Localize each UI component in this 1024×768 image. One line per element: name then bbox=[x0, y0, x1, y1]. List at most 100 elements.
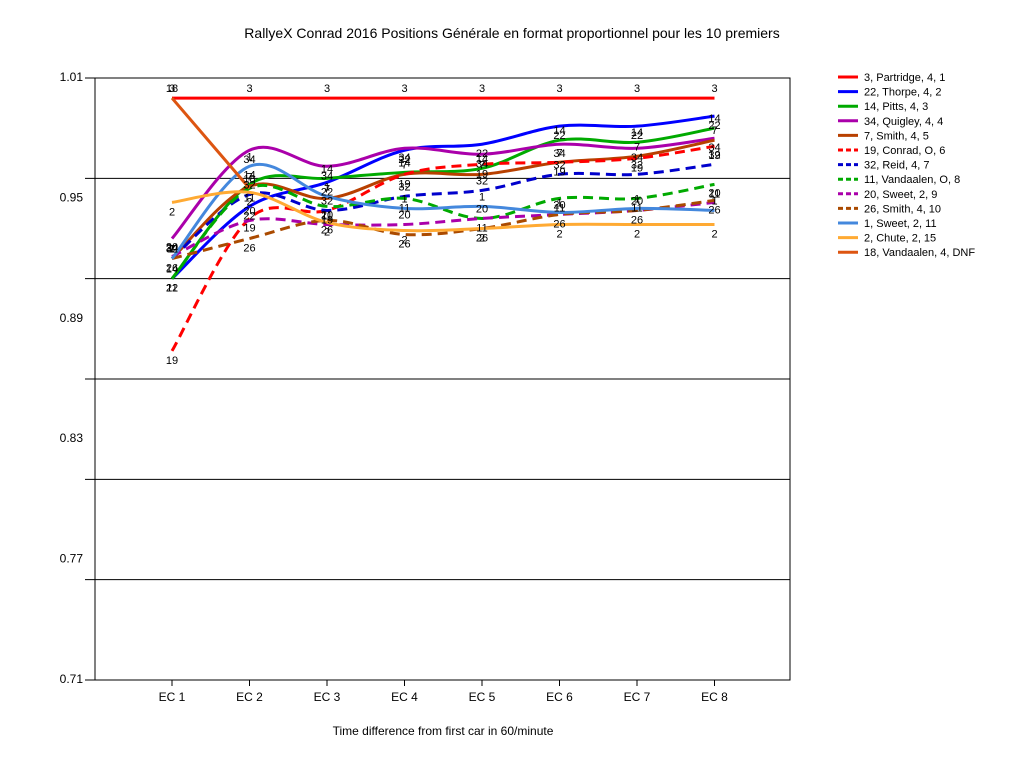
chart-title: RallyeX Conrad 2016 Positions Générale e… bbox=[244, 25, 779, 41]
series-lines bbox=[170, 96, 715, 352]
point-label: 20 bbox=[321, 209, 333, 221]
point-label: 7 bbox=[479, 159, 485, 171]
point-label: 22 bbox=[243, 210, 255, 222]
point-label: 20 bbox=[553, 199, 565, 211]
legend-entry: 20, Sweet, 2, 9 bbox=[864, 189, 937, 201]
point-label: 1 bbox=[246, 151, 252, 163]
point-label: 2 bbox=[401, 235, 407, 247]
point-label: 1 bbox=[324, 181, 330, 193]
x-tick-label: EC 3 bbox=[314, 690, 341, 704]
point-label: 32 bbox=[476, 175, 488, 187]
point-label: 34 bbox=[398, 152, 410, 164]
point-label: 7 bbox=[401, 159, 407, 171]
point-label: 22 bbox=[553, 130, 565, 142]
x-axis-ticks: EC 1 EC 2 EC 3 EC 4 EC 5 EC 6 EC 7 EC 8 bbox=[159, 680, 728, 704]
legend-entry: 11, Vandaalen, O, 8 bbox=[864, 174, 960, 186]
series-line bbox=[170, 114, 715, 280]
series-line bbox=[170, 162, 715, 260]
point-label: 1 bbox=[479, 191, 485, 203]
point-label: 7 bbox=[711, 125, 717, 137]
point-label: 11 bbox=[554, 202, 565, 214]
x-tick-label: EC 2 bbox=[236, 690, 263, 704]
point-label: 14 bbox=[321, 163, 333, 175]
point-label: 14 bbox=[708, 113, 720, 125]
point-label: 2 bbox=[169, 206, 175, 218]
point-label: 3 bbox=[556, 83, 562, 95]
point-label: 26 bbox=[166, 263, 178, 275]
point-label: 2 bbox=[324, 226, 330, 238]
x-tick-label: EC 7 bbox=[624, 690, 651, 704]
point-label: 22 bbox=[398, 154, 410, 166]
point-label: 1 bbox=[169, 244, 175, 256]
point-label: 7 bbox=[246, 171, 252, 183]
legend-entry: 34, Quigley, 4, 4 bbox=[864, 116, 943, 128]
legend-entry: 3, Partridge, 4, 1 bbox=[864, 72, 945, 84]
point-label: 1 bbox=[634, 193, 640, 205]
series-line bbox=[170, 136, 715, 240]
point-label: 20 bbox=[398, 209, 410, 221]
point-label: 20 bbox=[631, 195, 643, 207]
x-tick-label: EC 6 bbox=[546, 690, 573, 704]
point-label: 34 bbox=[708, 142, 720, 154]
point-label: 3 bbox=[169, 83, 175, 95]
point-label: 32 bbox=[553, 159, 565, 171]
point-label: 11 bbox=[321, 210, 332, 222]
chart-grid bbox=[85, 77, 791, 681]
point-label: 1 bbox=[401, 193, 407, 205]
point-label: 32 bbox=[166, 244, 178, 256]
legend-entry: 7, Smith, 4, 5 bbox=[864, 130, 929, 142]
legend-entry: 32, Reid, 4, 7 bbox=[864, 160, 929, 172]
legend-entry: 1, Sweet, 2, 11 bbox=[864, 218, 937, 230]
point-label: 14 bbox=[166, 264, 178, 276]
point-label: 26 bbox=[243, 243, 255, 255]
point-label: 14 bbox=[553, 125, 565, 137]
point-label: 20 bbox=[708, 187, 720, 199]
point-label: 11 bbox=[631, 202, 642, 214]
point-label: 34 bbox=[476, 158, 488, 170]
point-label: 7 bbox=[556, 147, 562, 159]
point-label: 7 bbox=[169, 244, 175, 256]
point-label: 26 bbox=[708, 204, 720, 216]
legend-entry: 14, Pitts, 4, 3 bbox=[864, 101, 928, 113]
point-label: 22 bbox=[166, 283, 178, 295]
point-label: 26 bbox=[476, 233, 488, 245]
point-label: 34 bbox=[631, 152, 643, 164]
chart-legend: 3, Partridge, 4, 1 22, Thorpe, 4, 2 14, Pi… bbox=[838, 72, 975, 259]
y-tick-label: 0.83 bbox=[60, 431, 84, 445]
legend-entry: 26, Smith, 4, 10 bbox=[864, 203, 941, 215]
point-label: 22 bbox=[321, 186, 333, 198]
x-axis-label: Time difference from first car in 60/min… bbox=[333, 724, 554, 738]
x-tick-label: EC 1 bbox=[159, 690, 186, 704]
series-line bbox=[171, 198, 715, 261]
point-label: 34 bbox=[321, 170, 333, 182]
y-axis-ticks: 1.01 0.95 0.89 0.83 0.77 0.71 bbox=[60, 70, 84, 686]
point-label: 34 bbox=[553, 148, 565, 160]
point-label: 26 bbox=[321, 224, 333, 236]
point-label: 2 bbox=[711, 228, 717, 240]
point-label: 2 bbox=[246, 196, 252, 208]
legend-entry: 19, Conrad, O, 6 bbox=[864, 145, 945, 157]
point-label: 22 bbox=[476, 148, 488, 160]
point-label: 19 bbox=[631, 162, 643, 174]
point-label: 19 bbox=[166, 355, 178, 367]
point-label: 14 bbox=[631, 127, 643, 139]
point-label: 20 bbox=[476, 203, 488, 215]
x-tick-label: EC 8 bbox=[701, 690, 728, 704]
point-label: 26 bbox=[553, 218, 565, 230]
y-tick-label: 1.01 bbox=[60, 70, 84, 84]
point-label: 3 bbox=[324, 83, 330, 95]
point-label: 14 bbox=[243, 169, 255, 181]
y-tick-label: 0.89 bbox=[60, 311, 84, 325]
point-label: 1 bbox=[711, 195, 717, 207]
point-label: 19 bbox=[321, 214, 333, 226]
point-label: 22 bbox=[708, 120, 720, 132]
point-label: 19 bbox=[243, 222, 255, 234]
legend-entry: 2, Chute, 2, 15 bbox=[864, 233, 936, 245]
y-tick-label: 0.95 bbox=[60, 190, 84, 204]
point-label: 18 bbox=[166, 83, 178, 95]
series-line bbox=[171, 162, 715, 260]
legend-entry: 18, Vandaalen, 4, DNF bbox=[864, 247, 975, 259]
point-label: 1 bbox=[556, 197, 562, 209]
